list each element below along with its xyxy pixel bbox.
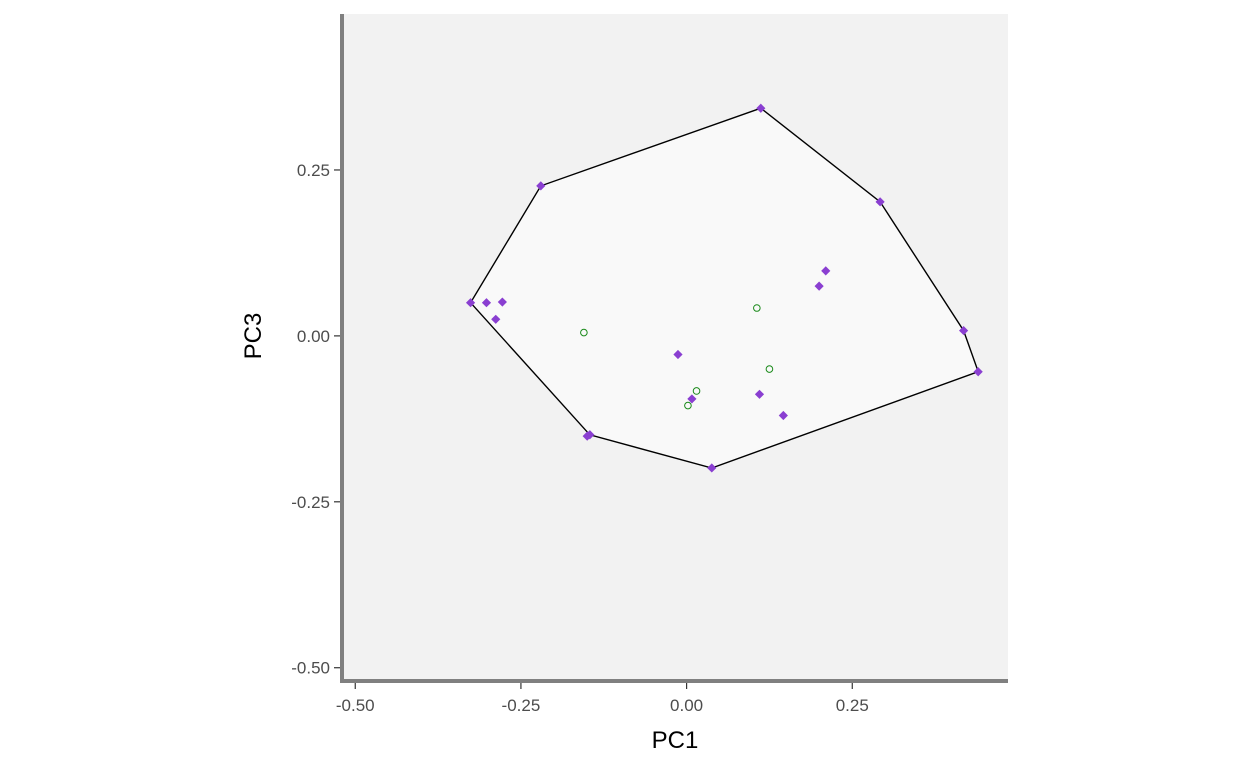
data-point-a-17	[778, 410, 788, 421]
data-point-a-4	[707, 463, 717, 473]
y-axis-title: PC3	[240, 313, 267, 360]
data-point-a-15	[687, 394, 697, 404]
data-point-a-10	[497, 297, 507, 307]
data-point-a-1	[875, 197, 885, 207]
x-tick-label-2: 0.00	[670, 696, 703, 715]
y-tick-label-3: 0.25	[297, 161, 330, 180]
data-point-a-0	[756, 103, 766, 113]
data-point-b-1	[753, 304, 761, 312]
x-tick-label-0: -0.50	[336, 696, 375, 715]
data-point-b-3	[692, 387, 701, 395]
data-point-a-2	[959, 325, 969, 336]
data-point-a-12	[821, 266, 831, 276]
data-point-b-2	[765, 365, 774, 373]
data-point-a-13	[814, 281, 824, 291]
x-axis-ticks: -0.50 -0.25 0.00 0.25	[336, 683, 869, 715]
data-point-a-8	[536, 181, 546, 191]
data-point-b-0	[580, 328, 588, 337]
x-axis-title: PC1	[652, 727, 699, 754]
data-point-a-6	[582, 431, 592, 441]
series-b-points	[580, 304, 774, 410]
y-tick-label-2: 0.00	[297, 327, 330, 346]
x-tick-label-1: -0.25	[502, 696, 541, 715]
series-a-points	[465, 103, 983, 473]
data-point-a-14	[673, 349, 683, 360]
data-point-a-7	[465, 298, 476, 308]
y-tick-label-0: -0.50	[291, 659, 330, 678]
y-tick-label-1: -0.25	[291, 493, 330, 512]
data-point-b-4	[684, 401, 692, 410]
x-tick-label-3: 0.25	[836, 696, 869, 715]
data-point-a-9	[481, 298, 492, 308]
data-point-a-16	[754, 389, 765, 399]
y-axis-ticks: -0.50 -0.25 0.00 0.25	[291, 161, 340, 678]
data-point-a-11	[491, 314, 501, 324]
data-point-a-3	[973, 367, 983, 377]
